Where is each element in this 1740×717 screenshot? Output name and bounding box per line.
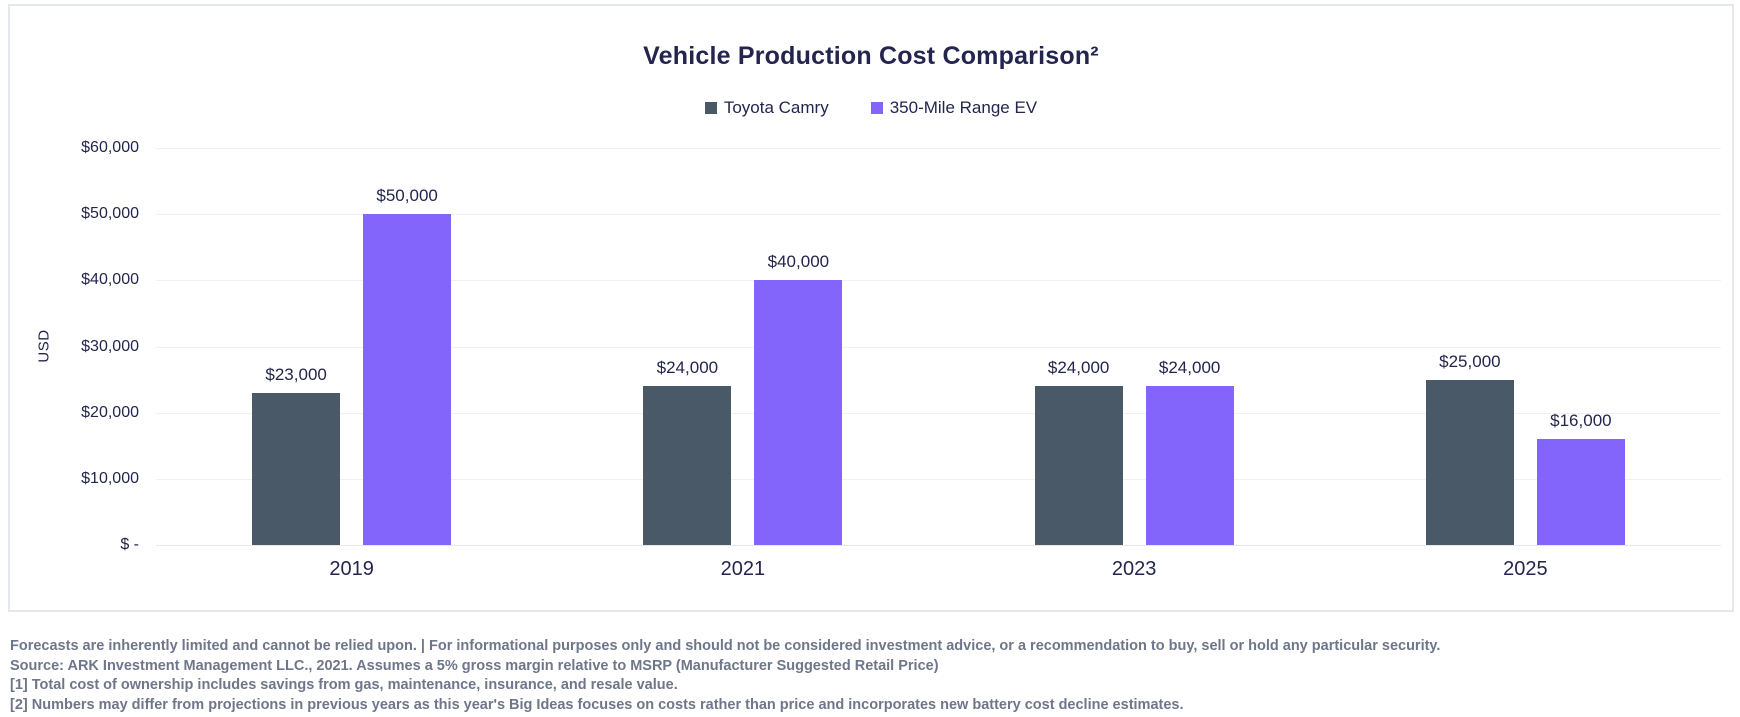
footnote-line: [2] Numbers may differ from projections … — [10, 696, 1184, 713]
bar-value-label: $24,000 — [1158, 358, 1221, 378]
bar-camry: $25,000 — [1425, 352, 1514, 545]
y-tick-label: $50,000 — [81, 205, 139, 223]
y-axis-title: USD — [35, 329, 53, 363]
y-tick-label: $10,000 — [81, 469, 139, 487]
bar-value-label: $25,000 — [1439, 351, 1501, 371]
bar-value-label: $23,000 — [265, 364, 327, 384]
bar-value-label: $50,000 — [376, 186, 438, 206]
legend-label-ev: 350-Mile Range EV — [889, 98, 1038, 117]
bar-ev: $40,000 — [754, 252, 843, 545]
x-tick-label: 2023 — [1111, 558, 1157, 580]
y-tick-label: $40,000 — [81, 271, 139, 289]
x-tick-label: 2019 — [329, 558, 374, 580]
footnote-line: [1] Total cost of ownership includes sav… — [10, 677, 678, 694]
bar-group-2023: $24,000 $24,000 — [939, 148, 1330, 545]
legend-swatch-ev-icon — [870, 102, 883, 114]
bar-ev: $24,000 — [1145, 358, 1234, 545]
bar-value-label: $24,000 — [1047, 358, 1110, 378]
legend-item-ev: 350-Mile Range EV — [870, 98, 1038, 118]
bar-ev: $50,000 — [363, 186, 452, 545]
gridline — [156, 214, 1721, 216]
bar-camry: $24,000 — [643, 358, 732, 545]
footnote-line: Forecasts are inherently limited and can… — [10, 638, 1441, 654]
legend-swatch-camry-icon — [704, 102, 717, 114]
bar-ev: $16,000 — [1536, 411, 1625, 545]
plot-area: $23,000 $50,000 $24,000 $40,000 $24,000 $24,0… — [156, 148, 1721, 546]
bar-value-label: $24,000 — [656, 358, 719, 378]
bar-value-label: $40,000 — [767, 252, 830, 272]
bar-group-2019: $23,000 $50,000 — [156, 148, 547, 545]
gridline-baseline — [156, 545, 1721, 546]
y-tick-label: $30,000 — [81, 337, 139, 355]
legend-item-camry: Toyota Camry — [704, 98, 829, 118]
gridline — [156, 280, 1721, 282]
gridline — [156, 478, 1721, 480]
bar-group-2021: $24,000 $40,000 — [547, 148, 938, 545]
footnote-line: Source: ARK Investment Management LLC., … — [10, 657, 939, 674]
gridline — [156, 346, 1721, 348]
bar-camry: $24,000 — [1034, 358, 1123, 545]
y-tick-label: $60,000 — [81, 139, 139, 156]
plot-groups: $23,000 $50,000 $24,000 $40,000 $24,000 $24,0… — [156, 148, 1721, 545]
x-axis-tick-labels: 2019 2021 2023 2025 — [156, 558, 1721, 581]
bar-value-label: $16,000 — [1550, 411, 1612, 431]
y-tick-label: $20,000 — [81, 403, 139, 421]
legend-label-camry: Toyota Camry — [723, 98, 829, 117]
y-axis-tick-labels: $60,000 $50,000 $40,000 $30,000 $20,000 … — [10, 139, 139, 553]
x-tick-label: 2025 — [1503, 558, 1548, 580]
gridline — [156, 148, 1721, 149]
bar-camry: $23,000 — [252, 365, 341, 545]
chart-title: Vehicle Production Cost Comparison² — [643, 42, 1099, 70]
y-tick-label: $ - — [120, 536, 139, 553]
bar-group-2025: $25,000 $16,000 — [1330, 148, 1721, 545]
chart-legend: Toyota Camry 350-Mile Range EV — [10, 98, 1732, 118]
chart-card: Vehicle Production Cost Comparison² Toyo… — [8, 4, 1734, 612]
x-tick-label: 2021 — [720, 558, 766, 580]
gridline — [156, 412, 1721, 414]
footnotes: Forecasts are inherently limited and can… — [10, 637, 1710, 715]
